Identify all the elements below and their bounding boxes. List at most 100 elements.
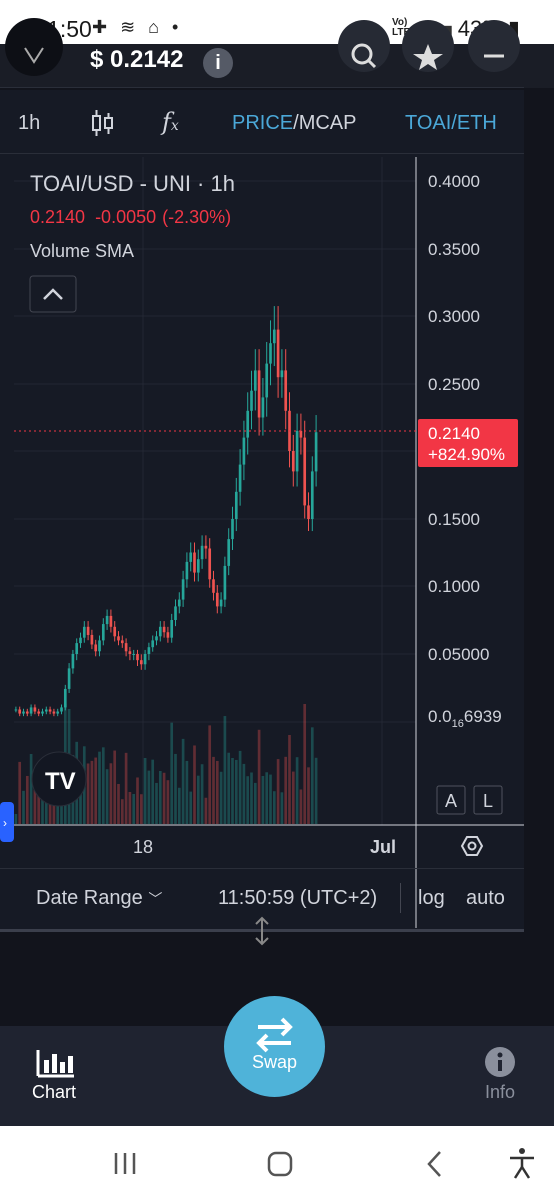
log-toggle[interactable]: log	[418, 887, 445, 909]
candle	[246, 410, 250, 438]
price-mcap-toggle[interactable]: PRICE/MCAP	[232, 112, 357, 134]
volume-bar	[265, 772, 269, 824]
volume-bar	[238, 750, 242, 824]
candle	[120, 640, 124, 644]
volume-bar	[155, 782, 158, 824]
candle	[33, 707, 37, 712]
accessibility-icon[interactable]	[510, 1148, 534, 1179]
volume-bar	[117, 784, 120, 824]
volume-bar	[269, 774, 272, 824]
candle	[113, 626, 117, 637]
volume-bar	[132, 794, 136, 824]
candle	[193, 552, 196, 573]
settings-button[interactable]	[460, 836, 484, 856]
candle	[212, 579, 215, 593]
candle-type-button[interactable]	[90, 108, 114, 144]
volume-bar	[86, 763, 90, 824]
volume-bar	[18, 761, 22, 824]
favorite-button[interactable]	[402, 20, 454, 72]
date-range-button[interactable]: Date Range ﹀	[36, 887, 163, 909]
candle	[196, 559, 200, 573]
volume-bar	[196, 775, 200, 824]
volume-bar	[314, 757, 318, 824]
volume-bar	[231, 758, 234, 824]
candle	[185, 561, 189, 580]
home-button[interactable]	[267, 1151, 293, 1177]
volume-bar	[246, 776, 250, 824]
candle	[94, 644, 98, 652]
nav-info-label: Info	[485, 1082, 516, 1102]
volume-bar	[41, 789, 44, 824]
volume-bar	[208, 725, 212, 824]
y-tick-label: 0.2500	[428, 375, 480, 394]
timezone-button[interactable]: 11:50:59 (UTC+2)	[218, 887, 378, 909]
indicators-button[interactable]: fx	[162, 108, 179, 136]
swap-arrows-icon	[256, 1017, 293, 1053]
candle	[25, 711, 29, 714]
candle	[98, 640, 101, 652]
candle	[310, 471, 314, 519]
volume-bar	[280, 792, 284, 824]
volume-bar	[250, 772, 253, 824]
nav-chart-label: Chart	[32, 1082, 77, 1102]
candle	[189, 552, 193, 562]
candle	[22, 711, 25, 714]
candle	[280, 370, 284, 378]
price-chart[interactable]: 0.4000 0.3500 0.3000 0.2500 0.1500 0.1000 0.05…	[0, 154, 524, 932]
info-icon[interactable]: i	[203, 48, 233, 78]
pair-switch[interactable]: TOAI/ETH	[405, 112, 497, 134]
collapse-legend-button[interactable]	[29, 275, 77, 313]
candle	[177, 599, 181, 607]
interval-selector[interactable]: 1h	[18, 112, 41, 134]
log-scale-label: L	[483, 791, 493, 811]
volume-bar	[166, 780, 170, 824]
resize-handle[interactable]	[250, 914, 274, 948]
volume-bar	[37, 779, 41, 824]
volume-bar	[177, 787, 181, 824]
candle	[136, 654, 139, 661]
volume-bar	[136, 777, 139, 824]
tradingview-logo[interactable]	[31, 751, 87, 807]
volume-bar	[139, 794, 143, 824]
volume-bar	[227, 752, 231, 824]
volume-bar	[128, 792, 132, 824]
auto-scale-button[interactable]	[436, 785, 466, 815]
chart-toolbar: 1h fx PRICE/MCAP TOAI/ETH	[0, 90, 524, 154]
volume-bar	[52, 792, 56, 824]
volume-bar	[90, 760, 94, 824]
y-tick-small: 0.0166939	[428, 707, 502, 730]
volume-bar	[151, 759, 155, 824]
volume-bar	[284, 756, 288, 824]
menu-button[interactable]	[468, 20, 520, 72]
auto-toggle[interactable]: auto	[466, 887, 505, 909]
volume-bar	[261, 776, 265, 824]
candle	[238, 464, 242, 492]
volume-bar	[25, 775, 29, 824]
token-logo[interactable]	[5, 18, 63, 76]
candlestick-icon	[92, 110, 113, 136]
menu-icon	[484, 54, 504, 58]
search-button[interactable]	[338, 20, 390, 72]
logo-icon	[24, 47, 44, 64]
candle	[128, 651, 132, 654]
nav-info[interactable]: Info	[478, 1046, 530, 1118]
back-button[interactable]	[427, 1151, 441, 1177]
y-tick-label: 0.4000	[428, 172, 480, 191]
recent-apps-button[interactable]	[114, 1153, 136, 1174]
volume-bar	[147, 770, 151, 824]
log-scale-button[interactable]	[473, 785, 503, 815]
candle	[204, 545, 208, 549]
nav-chart[interactable]: Chart	[30, 1046, 82, 1118]
candle	[82, 626, 86, 638]
bar-chart-icon	[36, 1050, 74, 1078]
side-drawer-handle[interactable]	[0, 802, 14, 842]
swap-button[interactable]: Swap	[224, 996, 325, 1097]
volume-bar	[242, 763, 246, 824]
candle	[143, 654, 147, 665]
volume-bar	[223, 716, 227, 824]
y-tick-label: 0.3500	[428, 240, 480, 259]
volume-bar	[162, 772, 166, 824]
volume-bar	[219, 771, 223, 824]
volume-bar	[193, 745, 196, 824]
candle	[170, 620, 174, 638]
